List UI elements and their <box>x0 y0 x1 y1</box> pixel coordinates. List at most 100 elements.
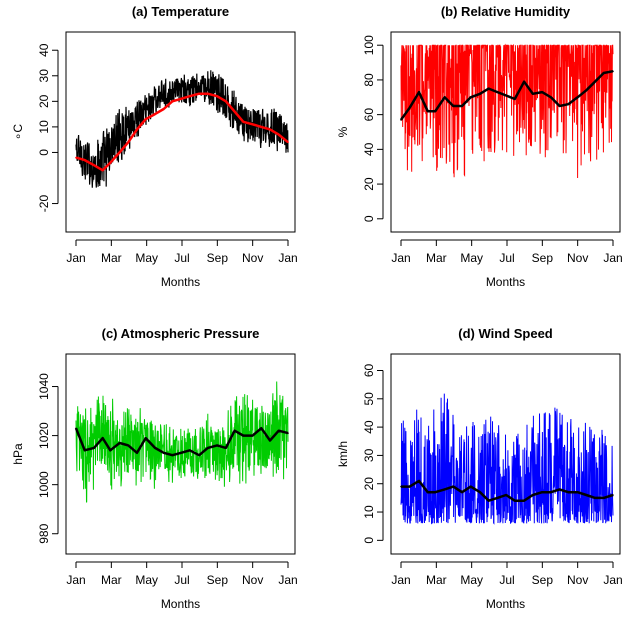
trend-point <box>408 485 411 488</box>
trend-point <box>558 488 561 491</box>
x-tick-label: Nov <box>242 251 263 265</box>
trend-point <box>198 454 200 457</box>
series-daily-values <box>75 70 289 188</box>
x-tick-label: Jan <box>66 573 85 587</box>
trend-point <box>180 451 182 454</box>
trend-point <box>487 87 490 90</box>
trend-point <box>576 96 579 99</box>
trend-point <box>162 108 165 110</box>
y-tick-label: 30 <box>362 448 376 462</box>
trend-point <box>216 95 218 98</box>
y-tick-label: 20 <box>37 94 51 108</box>
y-axis-label: hPa <box>11 443 25 465</box>
x-axis-label: Months <box>161 597 200 611</box>
chart-title: (b) Relative Humidity <box>441 4 571 19</box>
chart-panel-4: (d) Wind Speed Jan Mar May Jul Sep Nov Jan Month… <box>336 326 623 611</box>
trend-point <box>541 491 543 494</box>
plot-frame <box>390 31 621 233</box>
trend-point <box>101 169 104 172</box>
trend-point <box>287 432 289 434</box>
trend-point <box>118 442 121 444</box>
y-tick-label: 10 <box>37 120 51 134</box>
trend-point <box>469 96 472 99</box>
trend-point <box>93 164 95 167</box>
x-axis-label: Months <box>486 597 525 611</box>
x-tick-label: Nov <box>567 573 588 587</box>
trend-point <box>162 451 165 454</box>
plot-frame <box>390 353 621 555</box>
x-tick-label: Jul <box>174 251 189 265</box>
trend-point <box>109 161 112 164</box>
trend-point <box>612 494 614 496</box>
y-tick-label: 0 <box>362 215 376 222</box>
x-tick-label: May <box>460 573 483 587</box>
x-tick-label: Jan <box>66 251 85 265</box>
series-daily-values <box>75 381 289 503</box>
trend-point <box>418 480 420 482</box>
trend-point <box>461 105 463 107</box>
trend-point <box>532 93 534 95</box>
trend-point <box>505 494 507 496</box>
trend-point <box>225 447 227 449</box>
x-tick-label: Jan <box>391 251 410 265</box>
trend-point <box>242 120 245 123</box>
x-tick-label: Jan <box>391 573 410 587</box>
trend-point <box>452 485 455 488</box>
trend-point <box>532 494 534 496</box>
trend-point <box>189 95 191 98</box>
y-tick-label: -20 <box>37 195 51 213</box>
trend-point <box>180 97 182 100</box>
y-tick-label: 40 <box>362 142 376 156</box>
trend-point <box>567 103 570 106</box>
trend-point <box>154 113 156 115</box>
trend-point <box>514 98 516 100</box>
trend-point <box>434 491 437 494</box>
trend-point <box>523 499 525 502</box>
trend-point <box>127 444 130 447</box>
trend-point <box>207 92 209 95</box>
trend-point <box>434 110 437 112</box>
x-tick-label: Mar <box>101 251 122 265</box>
trend-point <box>426 110 429 112</box>
plot-area <box>75 70 289 188</box>
trend-point <box>93 447 95 449</box>
trend-point <box>418 91 420 93</box>
trend-point <box>443 488 446 491</box>
trend-point <box>585 89 588 92</box>
trend-point <box>558 105 561 107</box>
trend-point <box>251 123 254 126</box>
chart-title: (c) Atmospheric Pressure <box>102 326 260 341</box>
trend-point <box>233 429 236 432</box>
y-tick-label: 60 <box>362 108 376 122</box>
trend-point <box>594 497 596 499</box>
trend-point <box>109 449 112 452</box>
x-tick-label: Jan <box>603 573 622 587</box>
trend-point <box>260 126 263 128</box>
trend-point <box>171 454 174 457</box>
y-tick-label: 30 <box>37 69 51 83</box>
x-tick-label: Sep <box>532 251 554 265</box>
x-tick-label: Jul <box>499 573 514 587</box>
y-axis-label: km/h <box>336 441 350 467</box>
y-tick-label: 1040 <box>37 373 51 400</box>
x-tick-label: Nov <box>242 573 263 587</box>
y-tick-label: 20 <box>362 477 376 491</box>
trend-point <box>269 128 271 131</box>
x-tick-label: Jul <box>174 573 189 587</box>
trend-point <box>541 91 543 93</box>
trend-point <box>207 447 209 449</box>
x-tick-label: May <box>135 573 158 587</box>
trend-point <box>505 94 507 97</box>
trend-point <box>233 110 236 113</box>
x-tick-label: Mar <box>426 251 447 265</box>
x-tick-label: Mar <box>426 573 447 587</box>
trend-point <box>144 118 147 121</box>
y-axis-label: ∘C <box>11 124 25 141</box>
trend-point <box>612 70 614 73</box>
trend-point <box>118 151 121 154</box>
trend-point <box>144 437 147 439</box>
trend-point <box>426 491 429 494</box>
trend-point <box>198 92 200 95</box>
trend-point <box>277 429 280 432</box>
